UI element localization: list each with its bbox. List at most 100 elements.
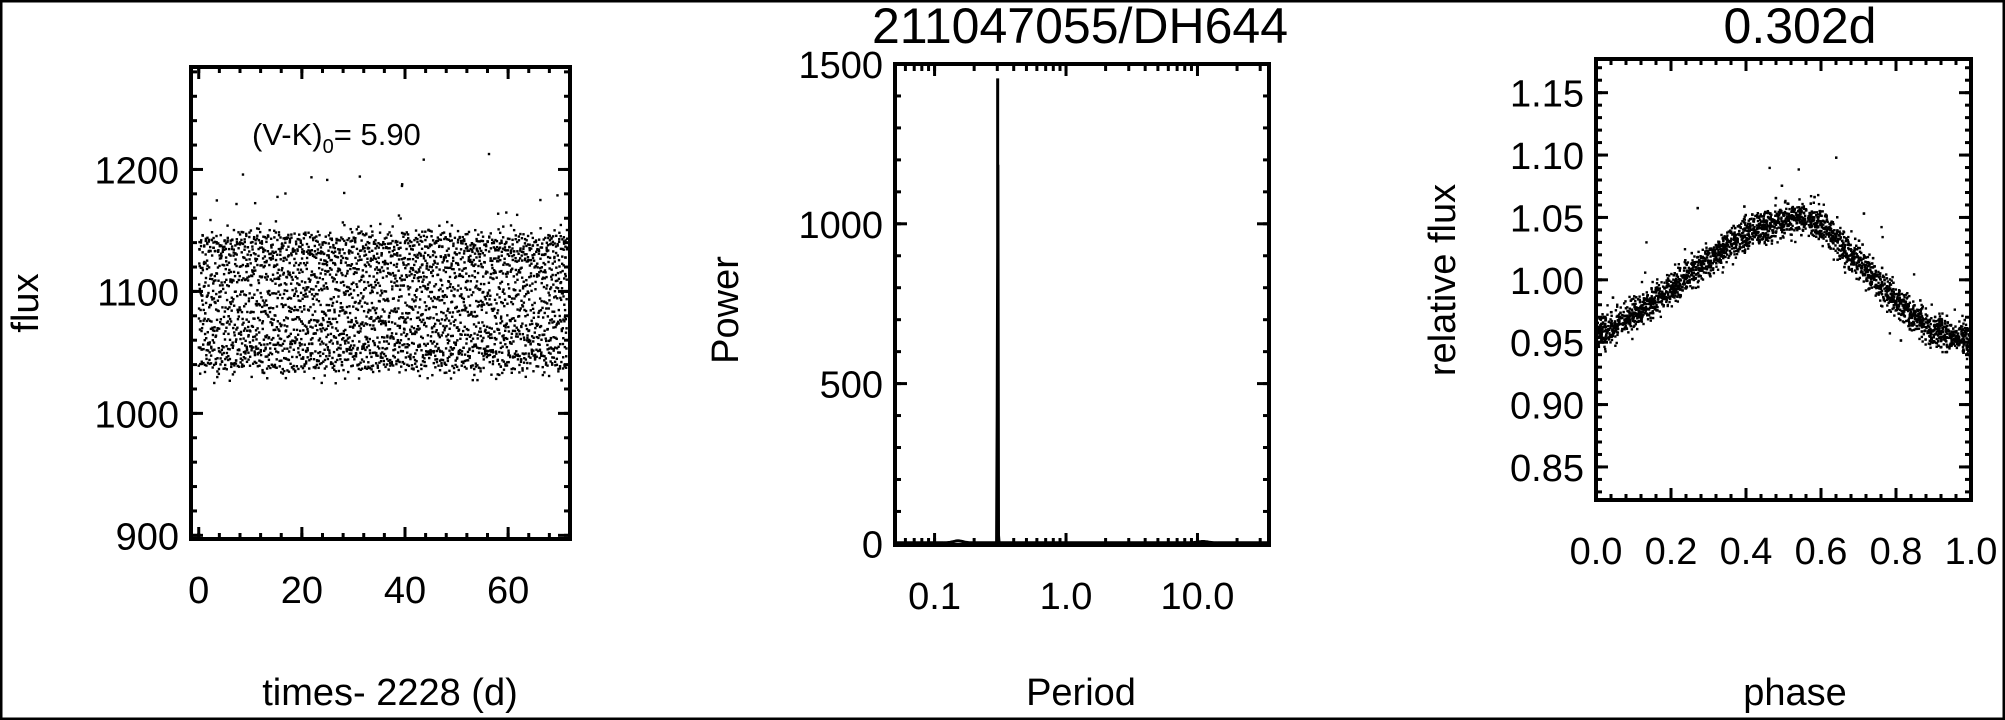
light-curve-point bbox=[205, 319, 208, 323]
light-curve-point bbox=[349, 287, 352, 291]
light-curve-point bbox=[199, 241, 203, 244]
phased-point bbox=[1731, 242, 1734, 246]
light-curve-point bbox=[467, 258, 470, 261]
light-curve-point bbox=[243, 245, 247, 248]
light-curve-point bbox=[518, 309, 522, 312]
light-curve-point bbox=[354, 355, 358, 358]
light-curve-point bbox=[439, 279, 443, 282]
light-curve-point bbox=[241, 358, 244, 362]
light-curve-point bbox=[203, 284, 206, 288]
light-curve-point bbox=[390, 280, 393, 283]
light-curve-point bbox=[431, 269, 435, 272]
light-curve-point bbox=[271, 257, 275, 260]
light-curve-point bbox=[379, 319, 382, 323]
light-curve-point bbox=[346, 316, 350, 319]
light-curve-point bbox=[356, 346, 359, 350]
light-curve-point bbox=[258, 246, 262, 250]
light-curve-point bbox=[408, 305, 411, 308]
light-curve-point bbox=[444, 236, 447, 239]
light-curve-point bbox=[428, 265, 431, 268]
light-curve-point bbox=[499, 315, 503, 318]
light-curve-point bbox=[285, 316, 288, 319]
light-curve-point bbox=[402, 232, 405, 235]
phased-point bbox=[1927, 328, 1931, 332]
light-curve-point bbox=[540, 351, 543, 354]
light-curve-point bbox=[203, 363, 207, 367]
light-curve-point bbox=[456, 262, 460, 265]
light-curve-point bbox=[471, 349, 475, 353]
light-curve-point bbox=[464, 266, 467, 270]
light-curve-point bbox=[469, 364, 473, 368]
light-curve-point bbox=[297, 351, 300, 354]
light-curve-point bbox=[552, 283, 555, 286]
light-curve-point bbox=[533, 331, 536, 334]
light-curve-point bbox=[311, 336, 314, 340]
light-curve-point bbox=[325, 327, 328, 331]
light-curve-point bbox=[401, 343, 404, 347]
light-curve-point bbox=[461, 275, 465, 279]
light-curve-point bbox=[276, 195, 279, 199]
phased-point bbox=[1846, 259, 1849, 262]
light-curve-point bbox=[326, 320, 329, 324]
light-curve-point bbox=[479, 347, 482, 350]
light-curve-point bbox=[396, 284, 399, 288]
light-curve-point bbox=[292, 318, 295, 321]
phased-point bbox=[1705, 246, 1708, 249]
light-curve-point bbox=[458, 274, 461, 278]
light-curve-point bbox=[334, 360, 337, 364]
phased-point bbox=[1752, 229, 1755, 232]
light-curve-point bbox=[223, 280, 226, 284]
light-curve-point bbox=[210, 254, 214, 257]
light-curve-point bbox=[556, 279, 559, 282]
light-curve-point bbox=[316, 320, 319, 324]
light-curve-point bbox=[537, 311, 540, 315]
light-curve-point bbox=[273, 229, 276, 233]
light-curve-point bbox=[218, 264, 221, 268]
light-curve-point bbox=[430, 271, 433, 275]
light-curve-point bbox=[391, 285, 394, 288]
phased-point bbox=[1665, 300, 1668, 303]
light-curve-point bbox=[428, 356, 431, 360]
light-curve-point bbox=[319, 252, 323, 255]
phased-point bbox=[1957, 328, 1961, 331]
light-curve-point bbox=[481, 251, 485, 255]
light-curve-point bbox=[562, 236, 566, 239]
light-curve-point bbox=[351, 339, 354, 343]
light-curve-point bbox=[504, 249, 508, 252]
light-curve-point bbox=[213, 249, 217, 253]
light-curve-point bbox=[459, 337, 462, 341]
light-curve-point bbox=[248, 250, 251, 253]
light-curve-point bbox=[495, 352, 498, 355]
light-curve-point bbox=[409, 357, 412, 361]
light-curve-point bbox=[293, 257, 296, 261]
light-curve-point bbox=[468, 355, 471, 358]
light-curve-point bbox=[428, 243, 432, 246]
light-curve-point bbox=[380, 254, 383, 257]
light-curve-point bbox=[356, 294, 360, 297]
light-curve-point bbox=[502, 338, 506, 342]
light-curve-point bbox=[493, 270, 497, 273]
light-curve-point bbox=[494, 377, 498, 381]
light-curve-point bbox=[253, 317, 256, 320]
phased-point bbox=[1722, 266, 1725, 269]
light-curve-point bbox=[450, 264, 453, 267]
phased-point bbox=[1712, 267, 1715, 270]
light-curve-point bbox=[313, 236, 316, 239]
light-curve-point bbox=[304, 263, 307, 267]
light-curve-point bbox=[552, 326, 555, 329]
light-curve-point bbox=[320, 322, 323, 326]
light-curve-point bbox=[358, 175, 362, 178]
light-curve-point bbox=[445, 363, 448, 367]
light-curve-point bbox=[197, 283, 201, 286]
phased-point bbox=[1938, 320, 1941, 324]
light-curve-point bbox=[493, 355, 496, 358]
light-curve-point bbox=[397, 214, 401, 217]
light-curve-point bbox=[218, 284, 222, 287]
light-curve-point bbox=[286, 317, 289, 320]
light-curve-point bbox=[550, 318, 554, 321]
light-curve-point bbox=[476, 364, 479, 367]
light-curve-point bbox=[460, 333, 463, 336]
light-curve-point bbox=[218, 321, 222, 324]
light-curve-point bbox=[252, 235, 256, 239]
light-curve-point bbox=[325, 335, 328, 339]
